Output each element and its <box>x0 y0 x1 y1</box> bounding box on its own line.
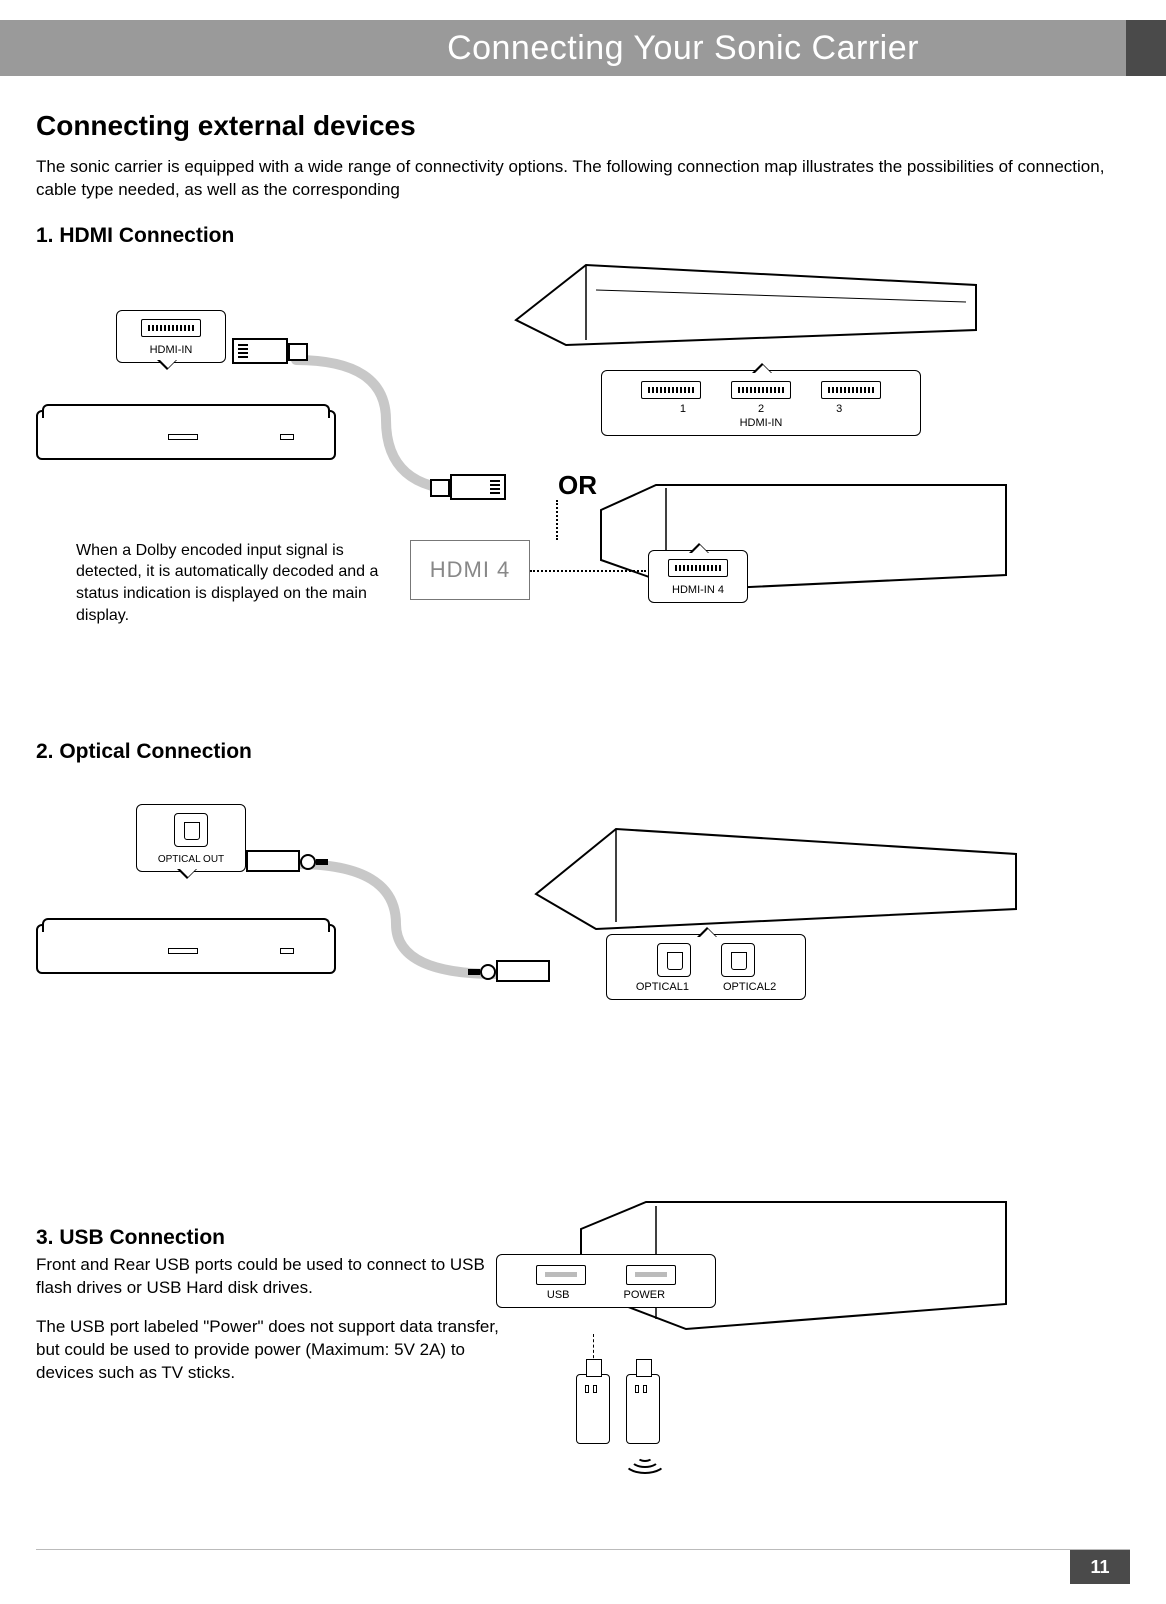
hdmi-group-label: HDMI-IN <box>612 417 910 429</box>
header-bar: Connecting Your Sonic Carrier <box>0 20 1166 76</box>
hdmi-heading: 1. HDMI Connection <box>36 224 1130 248</box>
usb-paragraph-1: Front and Rear USB ports could be used t… <box>36 1254 506 1300</box>
hdmi-port-icon <box>641 381 701 399</box>
optical-heading: 2. Optical Connection <box>36 740 1130 764</box>
optical1-label: OPTICAL1 <box>636 981 689 993</box>
optical-source-callout: OPTICAL OUT <box>136 804 246 872</box>
usb-port-icon <box>536 1265 586 1285</box>
usb-power-port-icon <box>626 1265 676 1285</box>
wireless-icon <box>620 1452 670 1482</box>
hdmi4-label: HDMI-IN 4 <box>659 584 737 596</box>
optical-plug-icon <box>496 960 550 982</box>
optical-diagram: OPTICAL OUT OPTICAL1 OPTICAL2 <box>36 804 1130 1104</box>
page-number: 11 <box>1070 1550 1130 1584</box>
optical-plug-icon <box>246 850 300 872</box>
usb-stick-icon <box>576 1374 610 1444</box>
hdmi-port-number: 3 <box>836 403 842 415</box>
optical-bar-callout: OPTICAL1 OPTICAL2 <box>606 934 806 1000</box>
optical-port-icon <box>174 813 208 847</box>
hdmi-port-number: 1 <box>680 403 686 415</box>
usb-heading: 3. USB Connection <box>36 1224 506 1252</box>
usb-stick-icon <box>626 1374 660 1444</box>
section-heading: Connecting external devices <box>36 110 1130 142</box>
usb-paragraph-2: The USB port labeled "Power" does not su… <box>36 1316 506 1385</box>
soundbar-icon <box>526 814 1026 944</box>
hdmi-source-label: HDMI-IN <box>127 344 215 356</box>
optical-port-icon <box>657 943 691 977</box>
usb-callout: USB POWER <box>496 1254 716 1308</box>
optical2-label: OPTICAL2 <box>723 981 776 993</box>
footer-rule <box>36 1549 1130 1550</box>
hdmi-port-number: 2 <box>758 403 764 415</box>
hdmi-port-icon <box>731 381 791 399</box>
page-title: Connecting Your Sonic Carrier <box>447 29 919 68</box>
usb-port-label: USB <box>547 1289 570 1301</box>
hdmi-port-icon <box>821 381 881 399</box>
optical-port-icon <box>721 943 755 977</box>
header-side-tab <box>1126 20 1166 76</box>
hdmi-plug-icon <box>450 474 506 500</box>
soundbar-top-icon <box>506 250 986 360</box>
dolby-note: When a Dolby encoded input signal is det… <box>76 540 396 626</box>
hdmi-diagram: HDMI-IN OR 1 <box>36 260 1130 690</box>
display-indicator: HDMI 4 <box>410 540 530 600</box>
hdmi-port-icon <box>668 559 728 577</box>
hdmi4-callout: HDMI-IN 4 <box>648 550 748 603</box>
or-label: OR <box>558 470 597 501</box>
dotted-connector <box>530 570 646 572</box>
usb-section: 3. USB Connection Front and Rear USB por… <box>36 1224 1130 1504</box>
dotted-connector <box>556 500 558 540</box>
intro-paragraph: The sonic carrier is equipped with a wid… <box>36 156 1130 202</box>
hdmi-bar-callout: 1 2 3 HDMI-IN <box>601 370 921 436</box>
hdmi-source-callout: HDMI-IN <box>116 310 226 363</box>
optical-source-label: OPTICAL OUT <box>147 854 235 865</box>
hdmi-plug-icon <box>232 338 288 364</box>
usb-power-label: POWER <box>624 1289 666 1301</box>
hdmi-port-icon <box>141 319 201 337</box>
